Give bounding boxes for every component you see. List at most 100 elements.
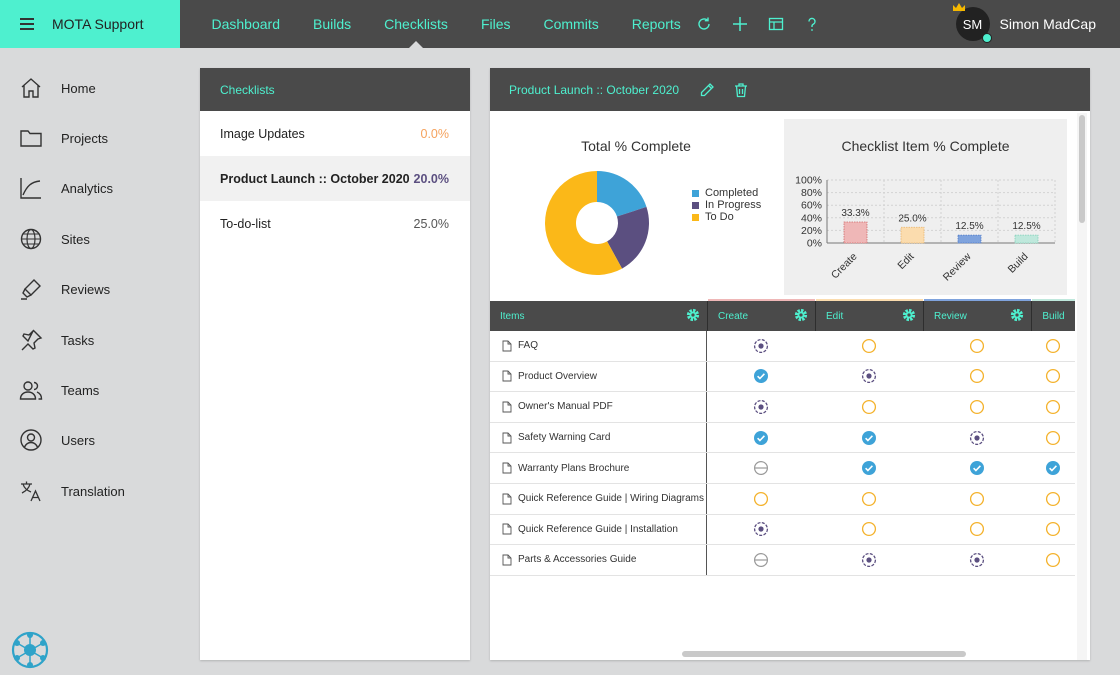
in-progress-icon[interactable]: [753, 338, 769, 354]
item-name-cell[interactable]: Quick Reference Guide | Wiring Diagrams: [490, 483, 707, 514]
status-cell[interactable]: [1031, 515, 1075, 545]
settings-icon[interactable]: [1010, 308, 1024, 325]
in-progress-icon[interactable]: [969, 430, 985, 446]
sidebar-item-tasks[interactable]: Tasks: [0, 320, 180, 360]
completed-check-icon[interactable]: [861, 430, 877, 446]
plus-icon[interactable]: [722, 0, 758, 48]
column-header-edit[interactable]: Edit: [815, 299, 923, 331]
in-progress-icon[interactable]: [861, 552, 877, 568]
status-cell[interactable]: [707, 545, 815, 575]
in-progress-icon[interactable]: [861, 368, 877, 384]
status-cell[interactable]: [815, 362, 923, 392]
sidebar-item-reviews[interactable]: Reviews: [0, 269, 180, 309]
in-progress-icon[interactable]: [969, 552, 985, 568]
sidebar-item-analytics[interactable]: Analytics: [0, 168, 180, 208]
sidebar-item-sites[interactable]: Sites: [0, 219, 180, 259]
to-do-circle-icon[interactable]: [1045, 368, 1061, 384]
status-cell[interactable]: [815, 392, 923, 422]
item-name-cell[interactable]: Safety Warning Card: [490, 422, 707, 453]
edit-icon[interactable]: [699, 82, 715, 98]
status-cell[interactable]: [1031, 453, 1075, 483]
status-cell[interactable]: [707, 453, 815, 483]
to-do-circle-icon[interactable]: [969, 399, 985, 415]
status-cell[interactable]: [707, 423, 815, 453]
item-name-cell[interactable]: Warranty Plans Brochure: [490, 453, 707, 483]
trash-icon[interactable]: [733, 82, 749, 98]
status-cell[interactable]: [923, 453, 1031, 483]
app-logo[interactable]: [10, 630, 50, 675]
to-do-circle-icon[interactable]: [1045, 552, 1061, 568]
nav-builds[interactable]: Builds: [313, 16, 352, 32]
item-name-cell[interactable]: Product Overview: [490, 361, 707, 392]
table-row[interactable]: Warranty Plans Brochure: [490, 453, 1075, 484]
to-do-circle-icon[interactable]: [861, 399, 877, 415]
status-cell[interactable]: [1031, 423, 1075, 453]
scrollbar-thumb[interactable]: [1079, 115, 1085, 223]
table-row[interactable]: Safety Warning Card: [490, 422, 1075, 454]
settings-icon[interactable]: [902, 308, 916, 325]
help-icon[interactable]: [794, 0, 830, 48]
status-cell[interactable]: [923, 545, 1031, 575]
sidebar-item-users[interactable]: Users: [0, 420, 180, 460]
completed-check-icon[interactable]: [753, 430, 769, 446]
user-menu[interactable]: SM Simon MadCap: [952, 0, 1120, 48]
checklist-item-selected[interactable]: Product Launch :: October 2020 20.0%: [200, 156, 470, 201]
status-cell[interactable]: [707, 392, 815, 422]
table-row[interactable]: Quick Reference Guide | Installation: [490, 514, 1075, 546]
column-header-create[interactable]: Create: [707, 299, 815, 331]
horizontal-scrollbar[interactable]: [680, 650, 1076, 658]
nav-commits[interactable]: Commits: [543, 16, 599, 32]
table-row[interactable]: Quick Reference Guide | Wiring Diagrams: [490, 483, 1075, 515]
to-do-circle-icon[interactable]: [969, 338, 985, 354]
to-do-circle-icon[interactable]: [1045, 338, 1061, 354]
sidebar-item-translation[interactable]: Translation: [0, 471, 180, 511]
not-applicable-icon[interactable]: [753, 460, 769, 476]
to-do-circle-icon[interactable]: [1045, 430, 1061, 446]
completed-check-icon[interactable]: [969, 460, 985, 476]
avatar[interactable]: SM: [952, 3, 992, 43]
nav-reports[interactable]: Reports: [631, 16, 681, 32]
table-row[interactable]: Parts & Accessories Guide: [490, 545, 1075, 576]
sidebar-item-projects[interactable]: Projects: [0, 118, 180, 158]
status-cell[interactable]: [707, 484, 815, 514]
to-do-circle-icon[interactable]: [861, 338, 877, 354]
sidebar-item-home[interactable]: Home: [0, 68, 180, 108]
item-name-cell[interactable]: Quick Reference Guide | Installation: [490, 514, 707, 545]
to-do-circle-icon[interactable]: [969, 491, 985, 507]
checklist-item[interactable]: Image Updates 0.0%: [200, 111, 470, 156]
status-cell[interactable]: [815, 545, 923, 575]
status-cell[interactable]: [815, 484, 923, 514]
status-cell[interactable]: [815, 515, 923, 545]
refresh-icon[interactable]: [686, 0, 722, 48]
status-cell[interactable]: [707, 362, 815, 392]
completed-check-icon[interactable]: [861, 460, 877, 476]
checklist-item[interactable]: To-do-list 25.0%: [200, 201, 470, 246]
nav-checklists[interactable]: Checklists: [368, 0, 465, 48]
item-name-cell[interactable]: Owner's Manual PDF: [490, 392, 707, 422]
status-cell[interactable]: [707, 515, 815, 545]
to-do-circle-icon[interactable]: [1045, 491, 1061, 507]
table-row[interactable]: FAQ: [490, 331, 1075, 362]
status-cell[interactable]: [923, 484, 1031, 514]
column-header-items[interactable]: Items: [490, 301, 707, 331]
status-cell[interactable]: [923, 423, 1031, 453]
status-cell[interactable]: [923, 331, 1031, 361]
to-do-circle-icon[interactable]: [861, 521, 877, 537]
to-do-circle-icon[interactable]: [1045, 399, 1061, 415]
vertical-scrollbar[interactable]: [1077, 113, 1087, 660]
settings-icon[interactable]: [686, 308, 700, 325]
table-row[interactable]: Owner's Manual PDF: [490, 392, 1075, 423]
status-cell[interactable]: [1031, 484, 1075, 514]
status-cell[interactable]: [1031, 331, 1075, 361]
sidebar-item-teams[interactable]: Teams: [0, 370, 180, 410]
status-cell[interactable]: [815, 453, 923, 483]
not-applicable-icon[interactable]: [753, 552, 769, 568]
column-header-build[interactable]: Build: [1031, 299, 1075, 331]
in-progress-icon[interactable]: [753, 399, 769, 415]
layout-icon[interactable]: [758, 0, 794, 48]
settings-icon[interactable]: [794, 308, 808, 325]
status-cell[interactable]: [1031, 362, 1075, 392]
to-do-circle-icon[interactable]: [753, 491, 769, 507]
to-do-circle-icon[interactable]: [861, 491, 877, 507]
column-header-review[interactable]: Review: [923, 299, 1031, 331]
